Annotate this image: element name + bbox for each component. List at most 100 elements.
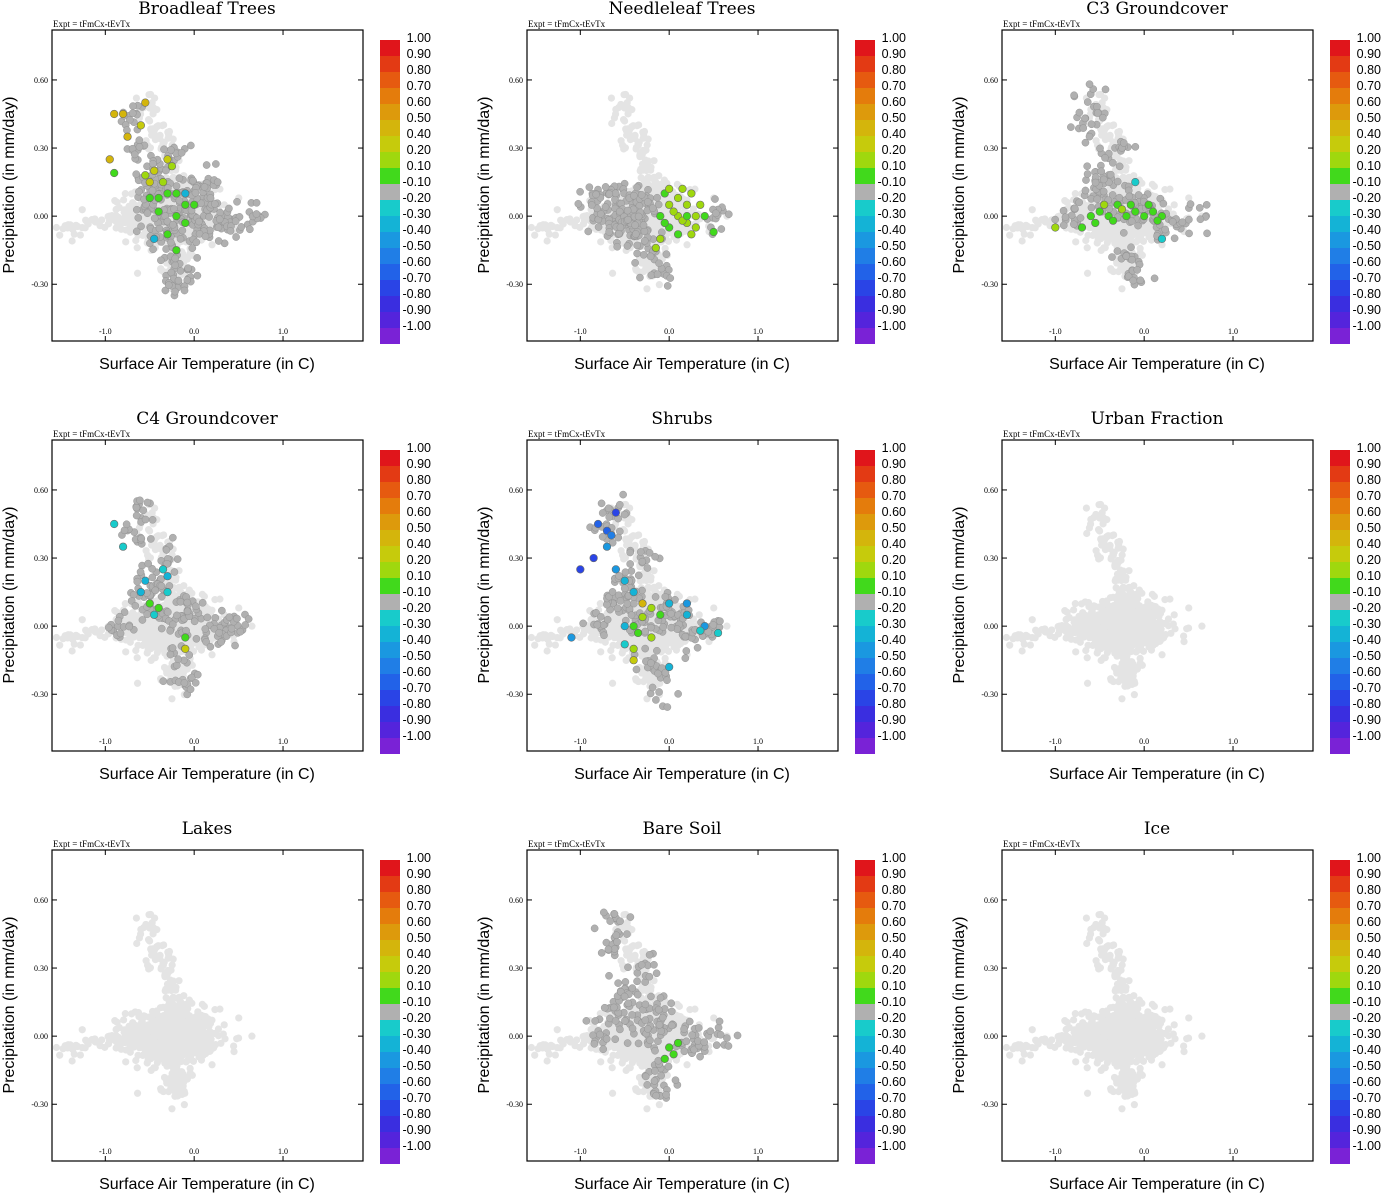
neutral-point [176, 597, 185, 606]
y-tick-label: 0.60 [34, 76, 48, 85]
experiment-label: Expt = tFmCx-tEvTx [53, 429, 131, 439]
background-point [639, 134, 647, 142]
colorbar-swatch [855, 152, 875, 168]
colorbar-swatch [1330, 200, 1350, 216]
background-point [1099, 103, 1107, 111]
x-tick-label: -1.0 [99, 737, 112, 746]
background-point [101, 633, 109, 641]
neutral-point [631, 221, 639, 229]
correlation-point [136, 121, 145, 130]
neutral-point [167, 238, 175, 247]
neutral-point [237, 223, 246, 231]
colorbar-label: -0.20 [403, 601, 432, 615]
colorbar-label: 0.10 [407, 569, 431, 583]
colorbar-label: 0.10 [882, 159, 906, 173]
colorbar-label: 0.70 [1357, 79, 1381, 93]
colorbar-label: 0.90 [407, 47, 431, 61]
correlation-point [1131, 207, 1140, 216]
background-point [1031, 224, 1039, 232]
colorbar-swatch [1330, 184, 1350, 200]
background-point [78, 206, 86, 214]
colorbar-label: 0.50 [407, 111, 431, 125]
colorbar-label: 0.60 [882, 95, 906, 109]
colorbar-label: -0.20 [1353, 191, 1382, 205]
colorbar-label: 0.80 [407, 473, 431, 487]
neutral-point [169, 533, 177, 542]
background-point [148, 541, 156, 549]
background-point [655, 172, 663, 180]
x-tick-label: -1.0 [574, 327, 587, 336]
neutral-point [126, 116, 134, 124]
neutral-point [180, 679, 189, 687]
x-tick-label: 1.0 [753, 737, 763, 746]
neutral-point [592, 190, 600, 199]
x-tick-label: 1.0 [278, 327, 288, 336]
neutral-point [136, 496, 144, 505]
neutral-point [174, 655, 182, 663]
neutral-point [226, 227, 235, 235]
background-point [132, 236, 140, 245]
colorbar-label: 0.80 [407, 63, 431, 77]
neutral-point [191, 602, 200, 611]
correlation-point [1051, 223, 1060, 232]
background-point [1071, 190, 1079, 198]
neutral-point [203, 613, 212, 622]
correlation-point [145, 599, 154, 608]
scatter-points [52, 90, 269, 300]
colorbar-label: -0.80 [878, 287, 907, 301]
colorbar-swatch [855, 168, 875, 184]
correlation-point [163, 230, 172, 239]
background-point [146, 527, 154, 535]
colorbar-swatch [1330, 120, 1350, 136]
neutral-point [576, 187, 584, 196]
x-axis-label: Surface Air Temperature (in C) [574, 766, 790, 783]
background-point [1158, 241, 1166, 249]
background-point [1107, 266, 1115, 274]
background-point [689, 205, 698, 213]
neutral-point [144, 559, 152, 568]
background-point [553, 616, 561, 624]
neutral-point [217, 638, 225, 646]
correlation-point [1086, 212, 1095, 221]
background-point [1024, 222, 1032, 231]
x-axis-label: Surface Air Temperature (in C) [574, 356, 790, 373]
background-point [1082, 236, 1090, 245]
neutral-point [175, 196, 184, 205]
colorbar-label: 0.20 [882, 143, 906, 157]
neutral-point [658, 228, 666, 237]
colorbar-label: 0.50 [407, 521, 431, 535]
background-point [133, 269, 142, 277]
colorbar-label: -0.50 [878, 239, 907, 253]
background-point [1097, 246, 1105, 255]
neutral-point [148, 186, 157, 195]
colorbar-swatch [380, 312, 400, 328]
neutral-point [646, 252, 655, 261]
background-point [200, 592, 208, 600]
neutral-point [640, 237, 649, 245]
colorbar-swatch [380, 184, 400, 200]
y-tick-label: 0.60 [34, 486, 48, 495]
neutral-point [1113, 247, 1122, 255]
x-axis-label: Surface Air Temperature (in C) [99, 356, 315, 373]
background-point [113, 218, 121, 226]
colorbar-swatch [1330, 72, 1350, 88]
neutral-point [206, 642, 215, 651]
neutral-point [637, 191, 646, 199]
neutral-point [596, 210, 605, 218]
neutral-point [170, 568, 179, 576]
background-point [612, 105, 620, 114]
background-point [142, 547, 150, 555]
neutral-point [116, 629, 125, 638]
colorbar: 1.000.900.800.700.600.500.400.200.10-0.1… [1330, 31, 1381, 344]
neutral-point [244, 615, 253, 623]
background-point [147, 90, 155, 99]
neutral-point [202, 161, 211, 169]
neutral-point [232, 233, 240, 241]
background-point [56, 231, 64, 239]
y-tick-label: 0.00 [509, 622, 523, 631]
neutral-point [601, 183, 610, 191]
neutral-point [1076, 214, 1085, 222]
x-axis-label: Surface Air Temperature (in C) [99, 766, 315, 783]
neutral-point [131, 602, 140, 610]
background-point [632, 266, 640, 274]
